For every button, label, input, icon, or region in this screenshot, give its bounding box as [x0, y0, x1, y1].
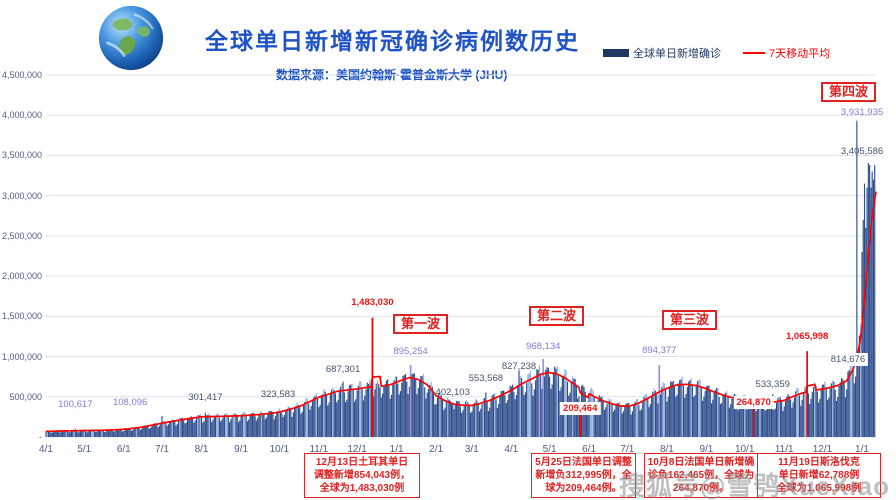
x-axis-tick-label: 2/1	[429, 444, 444, 455]
x-axis-tick-label: 4/1	[504, 444, 519, 455]
event-annotation-box: 12月13日土耳其单日 调整新增854,043例， 全球为1,483,030例	[304, 453, 420, 498]
wave-label: 第二波	[529, 306, 585, 326]
x-axis-tick-label: 9/1	[234, 444, 249, 455]
value-label: 264,870	[733, 396, 774, 409]
value-label: 968,134	[526, 341, 561, 352]
y-axis-tick-label: 4,000,000	[1, 110, 42, 121]
event-annotation-box: 5月25日法国单日调整 新增负312,995例，全 球为209,464例。	[531, 453, 636, 498]
value-label: 814,676	[827, 353, 869, 366]
value-label: 108,096	[112, 397, 148, 408]
y-axis-tick-label: 2,000,000	[1, 271, 42, 282]
legend-line-swatch	[743, 52, 765, 54]
x-axis-tick-label: 7/1	[155, 444, 169, 455]
wave-label: 第一波	[393, 314, 449, 334]
page-title: 全球单日新增新冠确诊病例数历史	[205, 28, 580, 54]
watermark: 搜狐号@雪鸮XueXiao	[619, 471, 890, 500]
event-annotation-box: 10月8日法国单日新增确 诊负162,465例，全球为 264,870例。	[644, 453, 758, 498]
value-label: 553,568	[468, 373, 504, 384]
value-label: 895,254	[393, 346, 428, 357]
x-axis-tick-label: 1/1	[855, 444, 869, 455]
annotation-line: 单日新增62,788例	[778, 470, 860, 481]
y-axis-tick-label: 500,000	[9, 391, 42, 402]
x-axis-tick-label: 3/1	[464, 444, 479, 455]
x-axis-tick-label: 6/1	[582, 444, 597, 455]
value-label: 3,931,935	[840, 107, 884, 118]
y-axis-tick-label: 3,500,000	[1, 150, 42, 161]
legend: 全球单日新增确诊 7天移动平均	[603, 46, 830, 60]
legend-line-label: 7天移动平均	[769, 48, 831, 60]
x-axis-tick-label: 12/1	[347, 444, 367, 455]
x-axis-tick-label: 5/1	[77, 444, 92, 455]
legend-bars-label: 全球单日新增确诊	[633, 48, 721, 60]
value-label: 3,405,586	[840, 146, 884, 157]
y-axis-tick-label: 1,500,000	[1, 311, 42, 322]
y-axis-tick-label: 3,000,000	[1, 190, 42, 201]
annotation-line: 11月19日斯洛伐克	[778, 457, 860, 468]
value-label: 1,483,030	[351, 297, 394, 308]
value-label: 402,103	[435, 387, 470, 398]
x-axis-tick-label: 9/1	[699, 444, 714, 455]
annotation-line: 诊负162,465例，全球为	[647, 470, 755, 481]
value-label: 301,417	[188, 392, 223, 403]
value-label: 687,301	[325, 364, 361, 375]
y-axis-tick-label: -	[39, 432, 42, 442]
value-label: 323,583	[260, 389, 296, 400]
legend-bar-swatch	[603, 49, 629, 57]
x-axis-tick-label: 10/1	[734, 444, 755, 455]
value-label: 894,377	[642, 345, 677, 356]
x-axis-tick-label: 11/1	[774, 444, 794, 455]
annotation-line: 264,870例。	[672, 483, 730, 494]
value-label: 209,464	[560, 402, 601, 415]
value-label: 1,065,998	[786, 331, 829, 342]
y-axis-tick-label: 4,500,000	[1, 70, 42, 80]
wave-label: 第四波	[821, 82, 877, 102]
x-axis-tick-label: 4/1	[39, 444, 53, 455]
x-axis-tick-label: 12/1	[812, 444, 833, 455]
x-axis-tick-label: 7/1	[620, 444, 635, 455]
annotation-line: 调整新增854,043例，	[313, 470, 411, 481]
x-axis-tick-label: 10/1	[269, 444, 290, 455]
value-label: 100,617	[58, 399, 93, 410]
event-annotation-box: 11月19日斯洛伐克 单日新增62,788例 全球为1,065,998例	[757, 453, 881, 498]
x-axis-tick-label: 8/1	[659, 444, 674, 455]
x-axis-tick-label: 5/1	[542, 444, 557, 455]
x-axis-tick-label: 6/1	[116, 444, 131, 455]
x-axis-tick-label: 1/1	[389, 444, 404, 455]
annotation-line: 10月8日法国单日新增确	[647, 457, 755, 468]
y-axis-tick-label: 2,500,000	[1, 230, 42, 241]
wave-label: 第三波	[662, 310, 718, 330]
x-axis-tick-label: 8/1	[194, 444, 209, 455]
annotation-line: 全球为1,483,030例	[319, 483, 405, 494]
annotation-line: 12月13日土耳其单日	[315, 457, 409, 468]
earth-globe-icon	[96, 3, 166, 73]
x-axis-tick-label: 11/1	[309, 444, 329, 455]
annotation-line: 全球为1,065,998例	[776, 483, 862, 494]
annotation-line: 球为209,464例。	[545, 483, 622, 494]
annotation-line: 5月25日法国单日调整	[535, 457, 632, 468]
y-axis-tick-label: 1,000,000	[1, 351, 42, 362]
annotation-line: 新增负312,995例，全	[535, 470, 632, 481]
value-label: 533,359	[752, 378, 793, 391]
value-label: 827,238	[501, 361, 537, 372]
